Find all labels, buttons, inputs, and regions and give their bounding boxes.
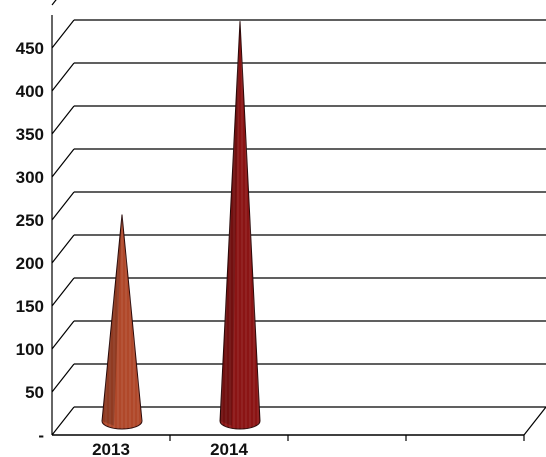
- y-tick-label: -: [38, 426, 44, 445]
- gridline-wall: [51, 406, 75, 436]
- gridline-wall: [51, 19, 75, 49]
- gridlines: [51, 0, 546, 436]
- y-tick-label: 100: [16, 340, 44, 359]
- cone-2014: [219, 21, 261, 430]
- y-tick-label: 250: [16, 211, 44, 230]
- gridline-wall: [51, 320, 75, 350]
- gridline-wall: [51, 148, 75, 178]
- cones: [101, 21, 261, 430]
- cone-texture: [102, 214, 142, 429]
- cone-shade: [220, 21, 240, 426]
- cone-texture: [220, 21, 260, 429]
- labels: - 50 100 150 200 250 300 350 400 450 2013 2014: [16, 39, 249, 457]
- y-tick-label: 300: [16, 168, 44, 187]
- cone-2013: [101, 214, 143, 430]
- gridline-wall: [51, 234, 75, 264]
- gridline-wall: [51, 0, 57, 6]
- cone-shade: [102, 214, 122, 426]
- x-tick-label: 2014: [210, 440, 248, 457]
- y-tick-label: 400: [16, 82, 44, 101]
- axes: [51, 15, 546, 441]
- y-tick-label: 50: [25, 383, 44, 402]
- y-tick-label: 150: [16, 297, 44, 316]
- gridline-wall: [51, 191, 75, 221]
- y-tick-label: 200: [16, 254, 44, 273]
- y-tick-label: 450: [16, 39, 44, 58]
- gridline-wall: [51, 62, 75, 92]
- gridline-wall: [51, 277, 75, 307]
- y-tick-label: 350: [16, 125, 44, 144]
- floor-edge: [523, 406, 546, 436]
- gridline-wall: [51, 105, 75, 135]
- x-tick-label: 2013: [92, 440, 130, 457]
- gridline-wall: [51, 363, 75, 393]
